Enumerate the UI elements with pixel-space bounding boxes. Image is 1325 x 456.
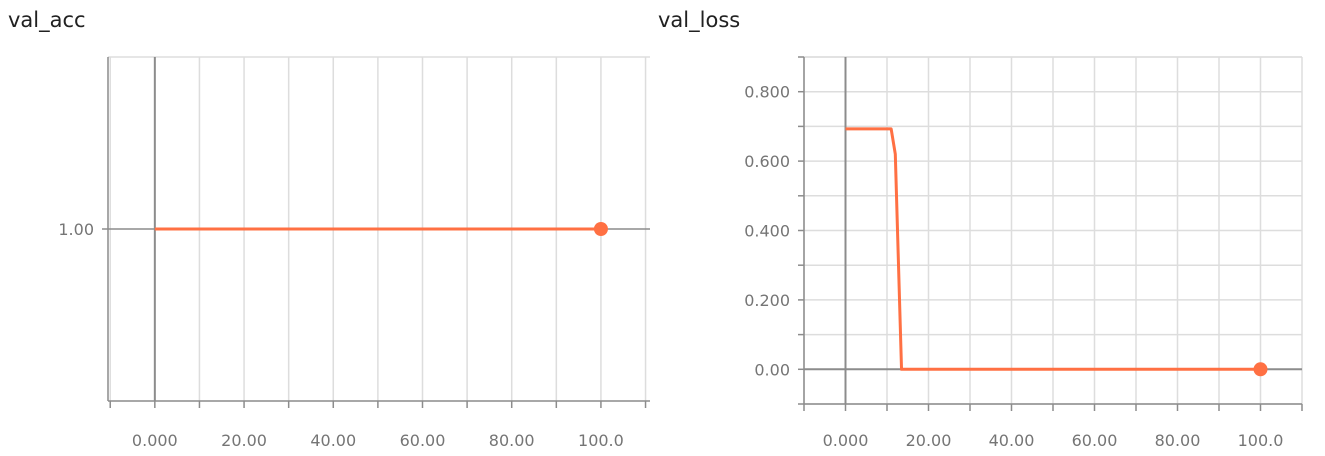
x-tick-label: 80.00 [1155, 431, 1201, 450]
y-tick-label: 1.00 [58, 220, 94, 239]
grid [803, 56, 1303, 405]
last-point-marker [1253, 362, 1268, 377]
x-tick-label: 0.000 [132, 431, 178, 450]
chart-val-loss: 0.000 20.00 40.00 60.00 80.00 100.0 0.00 0.200 0… [744, 56, 1303, 450]
series-line [845, 127, 1261, 371]
chart-val-acc: 0.000 20.00 40.00 60.00 80.00 100.0 1.00 [58, 56, 650, 450]
x-tick-label: 80.00 [489, 431, 535, 450]
y-tick-label: 0.200 [744, 291, 790, 310]
x-tick-label: 20.00 [221, 431, 267, 450]
x-tick-label: 100.0 [1238, 431, 1284, 450]
y-tick-label: 0.00 [754, 360, 790, 379]
x-tick-label: 0.000 [823, 431, 869, 450]
x-tick-label: 60.00 [400, 431, 446, 450]
y-tick-label: 0.600 [744, 152, 790, 171]
chart-title: val_loss [658, 8, 741, 32]
y-tick-label: 0.400 [744, 222, 790, 241]
x-tick-label: 60.00 [1072, 431, 1118, 450]
x-tick-label: 40.00 [989, 431, 1035, 450]
x-tick-label: 20.00 [906, 431, 952, 450]
last-point-marker [593, 222, 608, 236]
y-tick-label: 0.800 [744, 83, 790, 102]
chart-panel-val-acc: val_acc 0.000 20.00 40.00 60.00 80.00 100.0 1.… [0, 0, 662, 456]
x-tick-label: 100.0 [578, 431, 624, 450]
chart-title: val_acc [8, 8, 86, 32]
x-tick-label: 40.00 [310, 431, 356, 450]
chart-panel-val-loss: val_loss 0.000 20.00 40.00 60.00 80.00 100.0 0… [658, 0, 1325, 456]
